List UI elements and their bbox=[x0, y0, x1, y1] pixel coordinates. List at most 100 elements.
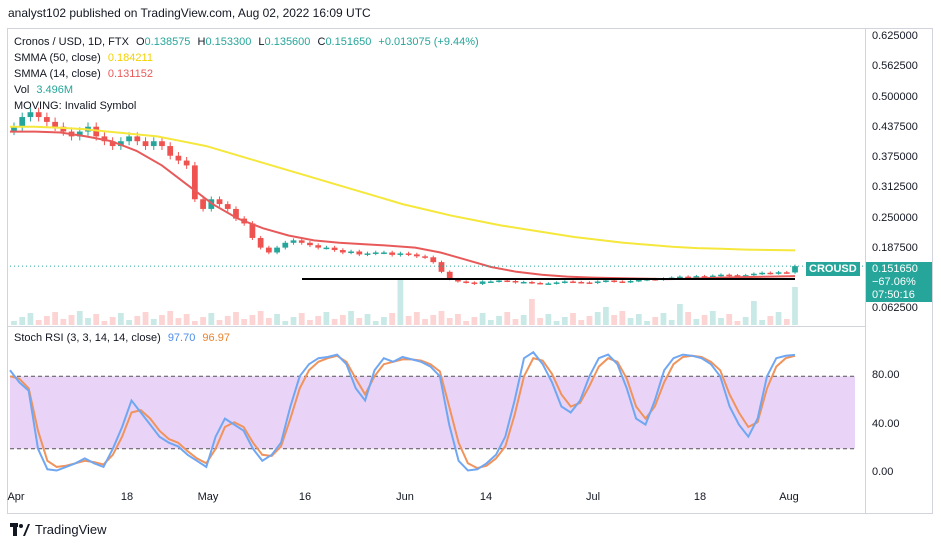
stoch-tick: 40.00 bbox=[872, 417, 900, 430]
candle bbox=[792, 266, 798, 273]
tradingview-logo[interactable]: TradingView bbox=[10, 522, 107, 537]
volume-bar bbox=[619, 311, 626, 325]
candle bbox=[167, 146, 174, 156]
candle bbox=[471, 282, 478, 284]
time-tick: Apr bbox=[7, 491, 25, 503]
change-value: +0.013075 (+9.44%) bbox=[378, 36, 479, 48]
candle bbox=[701, 276, 708, 278]
stoch-d-value: 96.97 bbox=[202, 332, 230, 344]
volume-bar bbox=[611, 315, 618, 325]
volume-bar bbox=[142, 312, 149, 325]
brand-name: TradingView bbox=[35, 522, 107, 537]
smma14-label: SMMA (14, close) bbox=[14, 68, 101, 80]
volume-bar bbox=[545, 314, 552, 325]
volume-bar bbox=[537, 318, 544, 325]
volume-bar bbox=[627, 318, 634, 325]
price-tick: 0.062500 bbox=[872, 302, 918, 315]
candle bbox=[175, 155, 182, 161]
volume-bar bbox=[775, 312, 782, 325]
last-price-value: 0.151650 bbox=[872, 263, 918, 275]
candle bbox=[553, 282, 560, 284]
candle bbox=[677, 276, 683, 279]
volume-bar bbox=[60, 319, 67, 325]
candle bbox=[348, 251, 354, 253]
volume-bar bbox=[635, 314, 642, 325]
smma50-line bbox=[10, 125, 796, 252]
volume-bar bbox=[44, 316, 50, 325]
candle bbox=[496, 280, 502, 283]
candle bbox=[356, 251, 363, 255]
volume-bar bbox=[85, 318, 91, 325]
smma50-label: SMMA (50, close) bbox=[14, 52, 101, 64]
volume-bar bbox=[175, 318, 182, 325]
candle bbox=[200, 199, 206, 209]
chart-frame bbox=[7, 28, 933, 514]
volume-bar bbox=[652, 317, 659, 325]
ohlc-legend: Cronos / USD, 1D, FTX O0.138575 H0.15330… bbox=[14, 34, 483, 50]
volume-bar bbox=[159, 315, 165, 325]
candle bbox=[430, 257, 437, 263]
volume-bar bbox=[644, 321, 650, 325]
publish-header: analyst102 published on TradingView.com,… bbox=[8, 6, 371, 20]
volume-bar bbox=[257, 311, 264, 325]
moving-error-legend[interactable]: MOVING: Invalid Symbol bbox=[14, 98, 140, 114]
candle bbox=[718, 274, 724, 277]
volume-bar bbox=[471, 317, 478, 325]
time-tick: 18 bbox=[693, 491, 707, 503]
candle bbox=[282, 242, 289, 248]
low-value: 0.135600 bbox=[264, 36, 311, 48]
volume-bar bbox=[331, 319, 338, 325]
volume-bar bbox=[389, 313, 396, 325]
volume-bar bbox=[397, 280, 404, 325]
candle bbox=[397, 253, 404, 255]
candle bbox=[60, 126, 67, 132]
volume-bar bbox=[767, 316, 774, 325]
candle bbox=[249, 223, 256, 238]
candle bbox=[611, 280, 618, 283]
pane-separator[interactable] bbox=[7, 326, 865, 327]
stoch-legend[interactable]: Stoch RSI (3, 3, 14, 14, close) 97.70 96… bbox=[14, 330, 234, 346]
candle bbox=[159, 141, 165, 147]
bar-countdown: 07:50:16 bbox=[872, 289, 915, 301]
smma14-legend[interactable]: SMMA (14, close) 0.131152 bbox=[14, 66, 157, 82]
candle bbox=[537, 282, 544, 285]
candle bbox=[52, 121, 58, 127]
volume-bar bbox=[455, 314, 461, 325]
volume-bar bbox=[594, 312, 601, 325]
candle bbox=[27, 112, 34, 118]
volume-bar bbox=[603, 307, 609, 325]
stoch-k-value: 97.70 bbox=[167, 332, 196, 344]
volume-bar bbox=[520, 315, 527, 325]
candle bbox=[93, 126, 100, 137]
candle bbox=[257, 237, 264, 248]
price-tick: 0.250000 bbox=[872, 211, 918, 224]
volume-bar bbox=[529, 299, 535, 325]
volume-bar bbox=[233, 312, 239, 325]
candle bbox=[479, 281, 486, 284]
volume-bar bbox=[751, 301, 757, 325]
smma50-legend[interactable]: SMMA (50, close) 0.184211 bbox=[14, 50, 157, 66]
volume-bar bbox=[422, 319, 428, 325]
volume-value: 3.496M bbox=[36, 84, 74, 96]
volume-bar bbox=[742, 317, 749, 325]
volume-bar bbox=[150, 319, 157, 325]
volume-bar bbox=[570, 313, 576, 325]
volume-bar bbox=[726, 314, 733, 325]
volume-bar bbox=[364, 314, 371, 325]
volume-bar bbox=[668, 320, 675, 325]
candle bbox=[183, 160, 190, 166]
volume-legend[interactable]: Vol 3.496M bbox=[14, 82, 77, 98]
volume-bar bbox=[52, 312, 58, 325]
price-axis-separator bbox=[865, 28, 866, 514]
smma50-value: 0.184211 bbox=[107, 52, 153, 64]
volume-bar bbox=[274, 314, 280, 325]
volume-bar bbox=[709, 311, 716, 325]
candle bbox=[323, 247, 330, 250]
candle bbox=[603, 280, 609, 283]
volume-bar bbox=[561, 317, 568, 325]
candle bbox=[619, 281, 626, 283]
time-tick: 18 bbox=[120, 491, 134, 503]
time-tick: Jun bbox=[396, 491, 414, 503]
volume-bar bbox=[430, 315, 437, 325]
